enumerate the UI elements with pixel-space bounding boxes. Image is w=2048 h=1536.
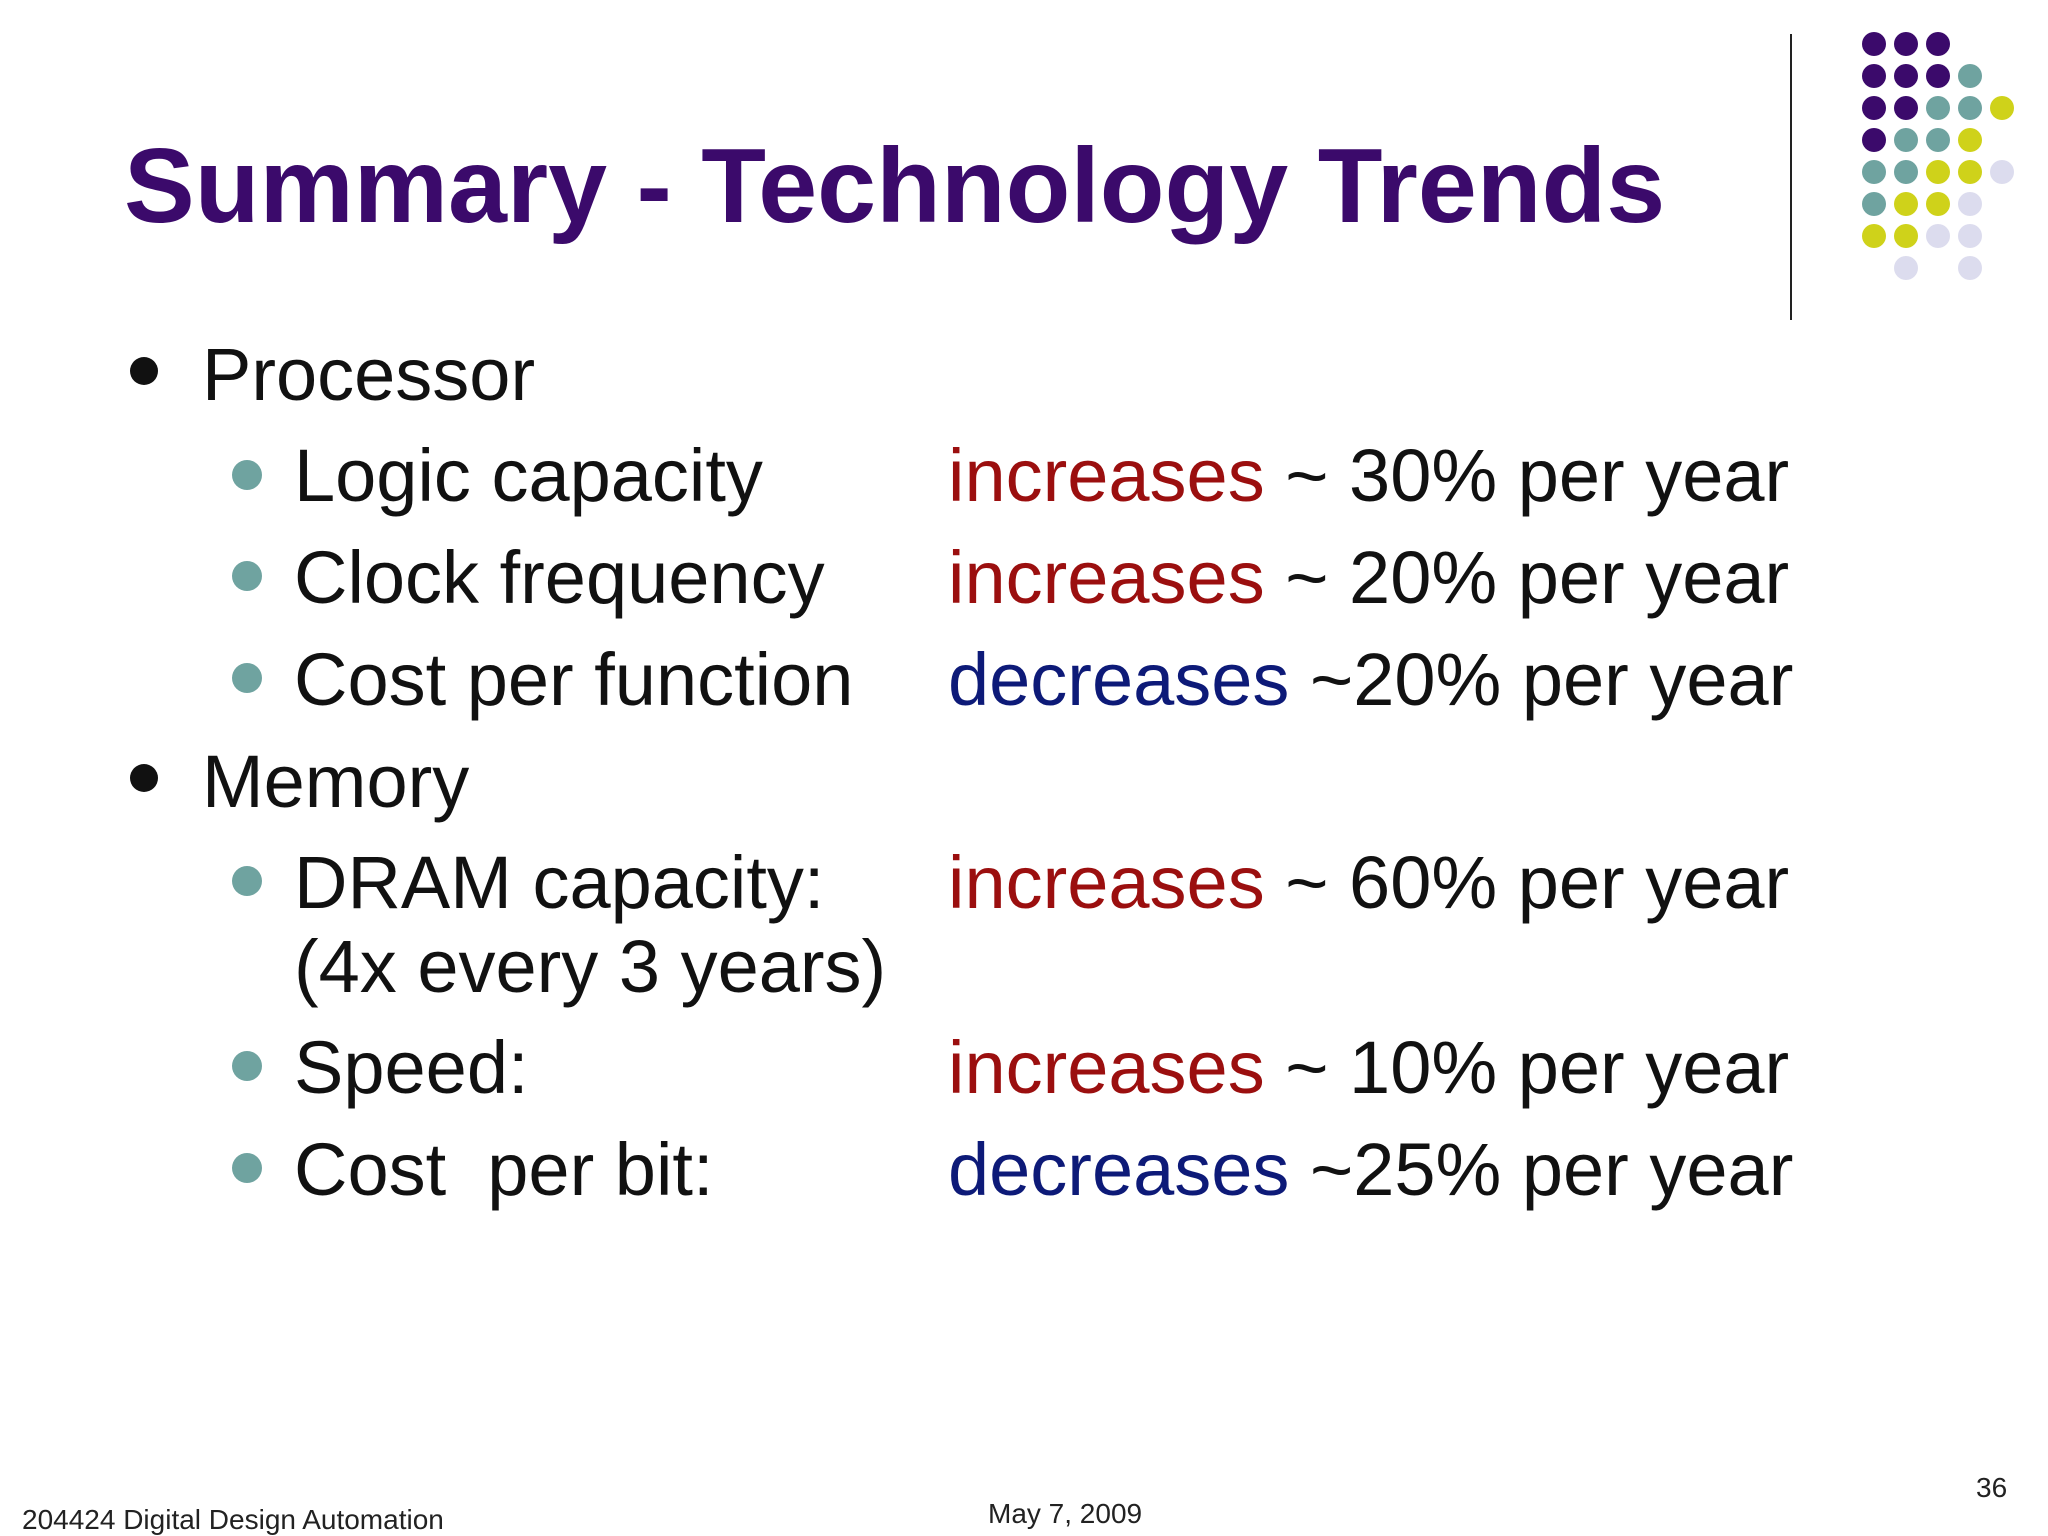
- trend-cost-per-function: decreases ~20% per year: [948, 643, 1793, 717]
- decorative-dot: [1926, 224, 1950, 248]
- decorative-dot: [1894, 192, 1918, 216]
- decorative-dot: [1862, 32, 1886, 56]
- trend-logic-capacity: increases ~ 30% per year: [948, 439, 1789, 513]
- trend-verb: decreases: [948, 1128, 1290, 1211]
- decorative-dot: [1926, 32, 1950, 56]
- sub-bullet-dot: [232, 1051, 262, 1081]
- decorative-dot: [1958, 192, 1982, 216]
- trend-verb: increases: [948, 536, 1265, 619]
- decorative-dot: [1862, 128, 1886, 152]
- decorative-dot: [1958, 224, 1982, 248]
- sub-bullet-dot: [232, 866, 262, 896]
- decorative-dot: [1862, 96, 1886, 120]
- item-cost-per-function: Cost per function: [294, 638, 854, 721]
- decorative-dot: [1894, 32, 1918, 56]
- decorative-dot: [1926, 96, 1950, 120]
- decorative-dot: [1990, 160, 2014, 184]
- decorative-dot: [1894, 96, 1918, 120]
- decorative-dot: [1894, 224, 1918, 248]
- title-divider-line: [1790, 34, 1792, 320]
- item-speed: Speed:: [294, 1026, 529, 1109]
- decorative-dot: [1990, 96, 2014, 120]
- decorative-dot: [1958, 64, 1982, 88]
- trend-rate: ~ 60% per year: [1264, 841, 1790, 924]
- sub-bullet-dot: [232, 561, 262, 591]
- trend-clock-frequency: increases ~ 20% per year: [948, 541, 1789, 615]
- footer-course: 204424 Digital Design Automation: [22, 1504, 444, 1535]
- bullet-dot: [130, 764, 158, 792]
- decorative-dot: [1894, 160, 1918, 184]
- decorative-dot: [1958, 128, 1982, 152]
- trend-rate: ~ 10% per year: [1264, 1026, 1790, 1109]
- footer-page-number: 36: [1976, 1472, 2008, 1503]
- item-cost-per-bit: Cost per bit:: [294, 1128, 714, 1211]
- trend-verb: increases: [948, 1026, 1265, 1109]
- trend-rate: ~20% per year: [1289, 638, 1794, 721]
- decorative-dot-grid: [1862, 32, 2014, 280]
- bullet-memory: Memory: [202, 740, 470, 823]
- bullet-processor: Processor: [202, 333, 536, 416]
- sub-bullet-dot: [232, 460, 262, 490]
- decorative-dot: [1926, 192, 1950, 216]
- sub-bullet-dot: [232, 663, 262, 693]
- trend-cost-per-bit: decreases ~25% per year: [948, 1133, 1793, 1207]
- trend-rate: ~25% per year: [1289, 1128, 1794, 1211]
- bullet-dot: [130, 357, 158, 385]
- trend-rate: ~ 30% per year: [1264, 434, 1790, 517]
- decorative-dot: [1926, 64, 1950, 88]
- item-clock-frequency: Clock frequency: [294, 536, 825, 619]
- decorative-dot: [1926, 128, 1950, 152]
- decorative-dot: [1862, 224, 1886, 248]
- decorative-dot: [1894, 128, 1918, 152]
- decorative-dot: [1958, 256, 1982, 280]
- decorative-dot: [1862, 64, 1886, 88]
- trend-verb: increases: [948, 841, 1265, 924]
- decorative-dot: [1862, 160, 1886, 184]
- item-logic-capacity: Logic capacity: [294, 434, 763, 517]
- decorative-dot: [1894, 64, 1918, 88]
- trend-verb: decreases: [948, 638, 1290, 721]
- sub-bullet-dot: [232, 1153, 262, 1183]
- trend-verb: increases: [948, 434, 1265, 517]
- decorative-dot: [1958, 160, 1982, 184]
- trend-speed: increases ~ 10% per year: [948, 1031, 1789, 1105]
- decorative-dot: [1926, 160, 1950, 184]
- item-dram-capacity-note: (4x every 3 years): [294, 925, 887, 1008]
- trend-dram-capacity: increases ~ 60% per year: [948, 846, 1789, 920]
- decorative-dot: [1958, 96, 1982, 120]
- slide-title: Summary - Technology Trends: [124, 127, 1666, 245]
- footer-date: May 7, 2009: [988, 1498, 1143, 1529]
- decorative-dot: [1894, 256, 1918, 280]
- trend-rate: ~ 20% per year: [1264, 536, 1790, 619]
- item-dram-capacity: DRAM capacity:: [294, 841, 825, 924]
- decorative-dot: [1862, 192, 1886, 216]
